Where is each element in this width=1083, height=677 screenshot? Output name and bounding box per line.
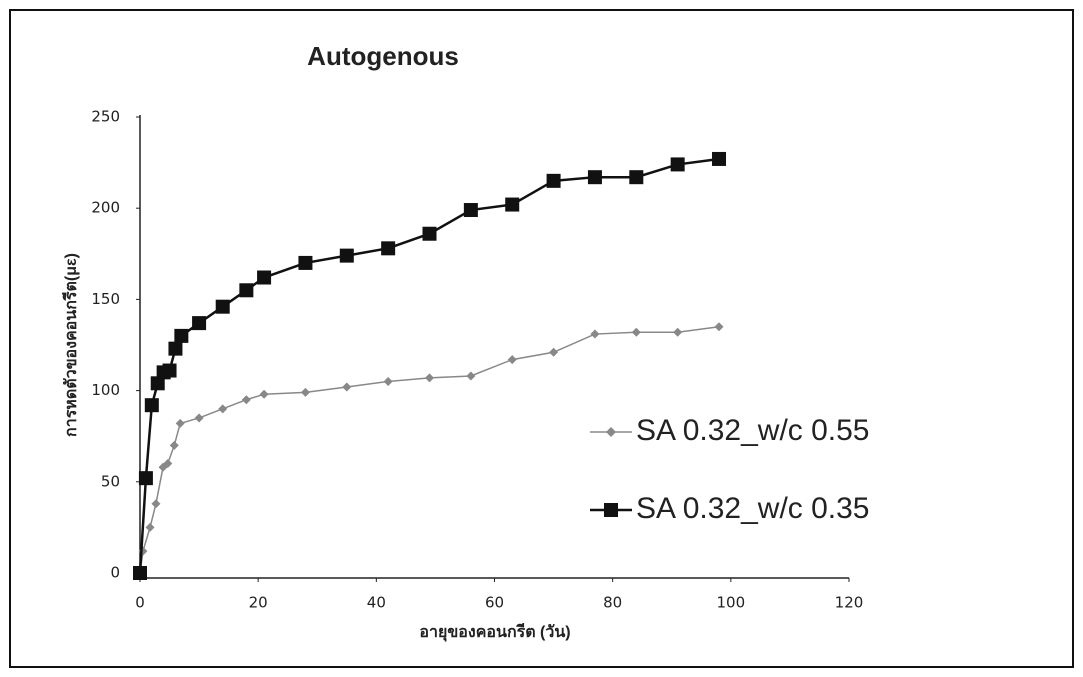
y-tick-label: 200 xyxy=(91,199,120,217)
data-point xyxy=(151,499,161,509)
data-point xyxy=(463,203,478,218)
data-point xyxy=(257,270,272,285)
data-point xyxy=(144,398,159,413)
data-point xyxy=(218,404,228,414)
y-tick-label: 0 xyxy=(110,564,120,582)
data-point xyxy=(163,459,173,469)
x-tick-label: 120 xyxy=(835,594,864,612)
data-point xyxy=(714,322,724,332)
data-point xyxy=(259,389,269,399)
data-point xyxy=(162,363,177,378)
data-point xyxy=(194,413,204,423)
data-point xyxy=(175,418,185,428)
data-point xyxy=(145,522,155,532)
y-tick-label: 150 xyxy=(91,290,120,308)
data-point xyxy=(133,566,147,580)
data-point xyxy=(549,347,559,357)
x-tick-label: 40 xyxy=(367,594,386,612)
data-point xyxy=(168,341,183,356)
y-tick-label: 50 xyxy=(101,472,120,490)
data-point xyxy=(466,371,476,381)
data-point xyxy=(673,327,683,337)
data-point xyxy=(169,440,179,450)
data-point xyxy=(174,328,189,343)
data-point xyxy=(422,226,437,241)
legend-label: SA 0.32_w/c 0.35 xyxy=(636,492,870,525)
data-point xyxy=(590,329,600,339)
data-point xyxy=(670,157,685,172)
y-axis-label: การหดตัวของคอนกรีต(με) xyxy=(61,253,80,437)
data-point xyxy=(631,327,641,337)
x-tick-label: 20 xyxy=(249,594,268,612)
data-point xyxy=(215,299,230,314)
data-point xyxy=(150,376,165,391)
data-point xyxy=(138,471,153,486)
x-axis-label: อายุของคอนกรีต (วัน) xyxy=(419,622,570,642)
legend-label: SA 0.32_w/c 0.55 xyxy=(636,414,870,447)
data-point xyxy=(587,170,602,185)
data-point xyxy=(241,395,251,405)
data-point xyxy=(239,283,254,298)
y-tick-label: 100 xyxy=(91,381,120,399)
data-point xyxy=(342,382,352,392)
data-point xyxy=(339,248,354,263)
data-point xyxy=(300,387,310,397)
data-point xyxy=(298,255,313,270)
data-point xyxy=(712,151,727,166)
chart-title: Autogenous xyxy=(307,41,459,71)
data-point xyxy=(505,197,520,212)
x-tick-label: 0 xyxy=(135,594,145,612)
data-point xyxy=(629,170,644,185)
legend-marker xyxy=(606,427,616,437)
data-point xyxy=(383,376,393,386)
x-tick-label: 60 xyxy=(485,594,504,612)
y-tick-label: 250 xyxy=(91,108,120,126)
data-point xyxy=(425,373,435,383)
data-point xyxy=(546,173,561,188)
x-tick-label: 100 xyxy=(717,594,746,612)
x-tick-label: 80 xyxy=(603,594,622,612)
data-point xyxy=(381,241,396,256)
data-point xyxy=(192,316,207,331)
legend-marker xyxy=(604,503,618,517)
data-point xyxy=(507,355,517,365)
chart-frame xyxy=(9,9,1074,668)
